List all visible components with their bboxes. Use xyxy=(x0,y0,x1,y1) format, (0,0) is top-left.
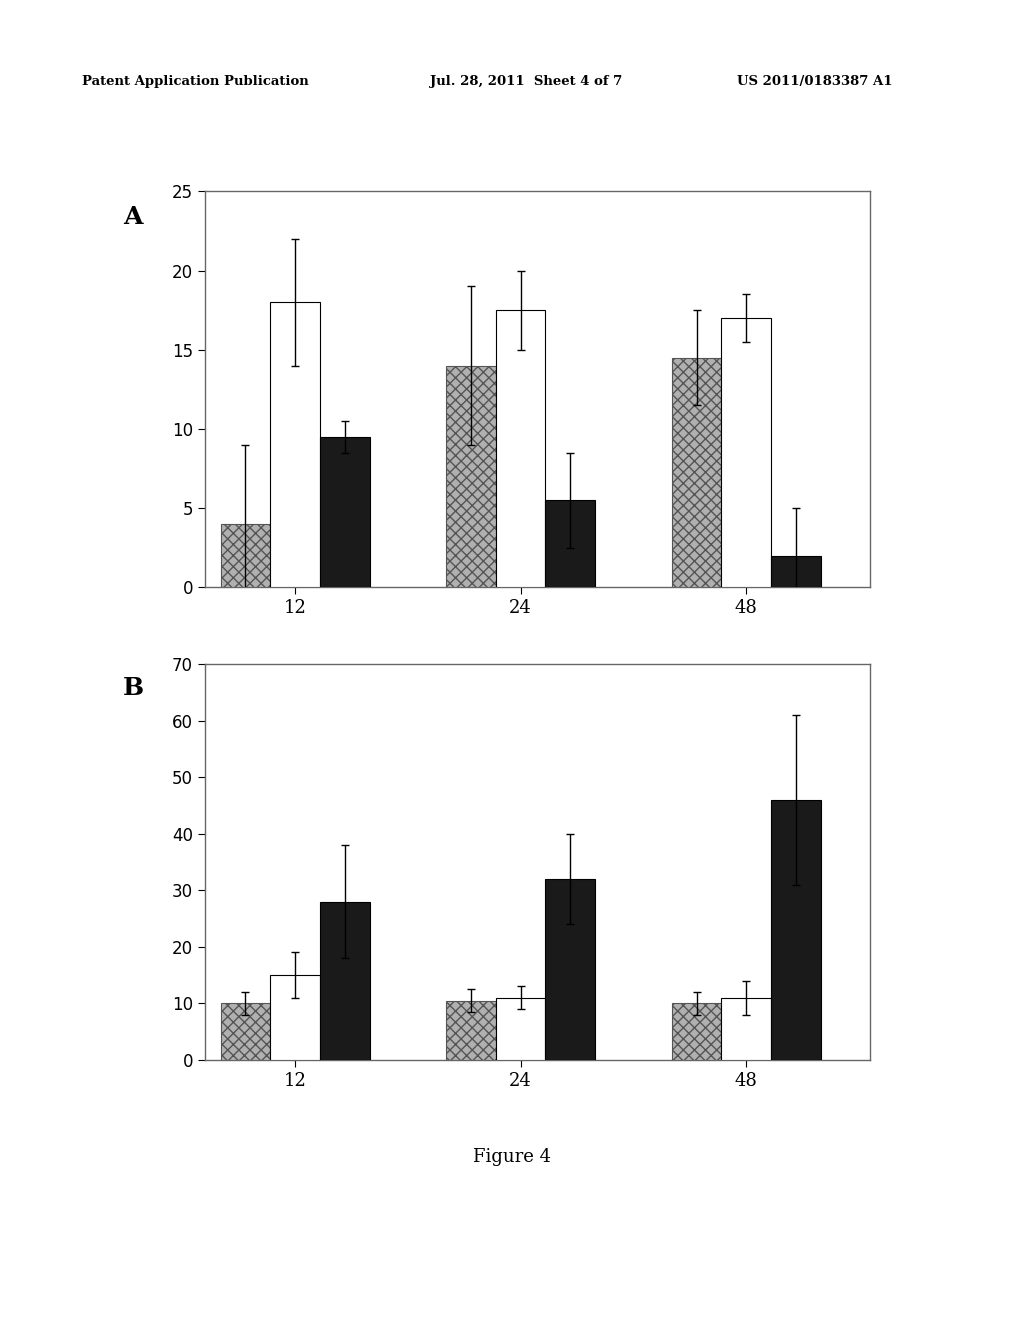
Text: A: A xyxy=(123,205,142,228)
Bar xyxy=(672,358,722,587)
Text: Patent Application Publication: Patent Application Publication xyxy=(82,75,308,88)
Bar xyxy=(722,998,771,1060)
Bar xyxy=(771,800,821,1060)
Bar xyxy=(546,500,595,587)
Bar xyxy=(496,310,546,587)
Bar xyxy=(771,556,821,587)
Bar xyxy=(220,1003,270,1060)
Bar xyxy=(319,902,370,1060)
Bar xyxy=(446,366,496,587)
Bar xyxy=(672,1003,722,1060)
Bar xyxy=(270,302,319,587)
Text: Figure 4: Figure 4 xyxy=(473,1148,551,1167)
Bar xyxy=(446,1001,496,1060)
Bar xyxy=(319,437,370,587)
Text: B: B xyxy=(123,676,144,700)
Bar xyxy=(220,524,270,587)
Text: Jul. 28, 2011  Sheet 4 of 7: Jul. 28, 2011 Sheet 4 of 7 xyxy=(430,75,623,88)
Bar xyxy=(722,318,771,587)
Bar xyxy=(496,998,546,1060)
Bar xyxy=(546,879,595,1060)
Bar xyxy=(270,975,319,1060)
Text: US 2011/0183387 A1: US 2011/0183387 A1 xyxy=(737,75,893,88)
